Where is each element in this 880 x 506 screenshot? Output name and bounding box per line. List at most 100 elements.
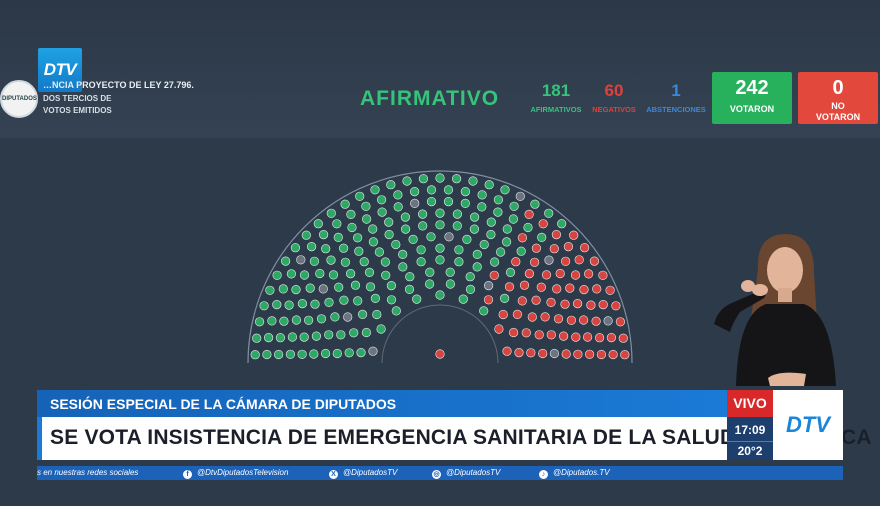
seat	[595, 333, 605, 343]
seat	[502, 346, 512, 356]
seat	[494, 324, 504, 334]
seat	[498, 309, 508, 320]
seat	[355, 191, 365, 201]
seat	[516, 246, 526, 256]
seat	[615, 317, 626, 327]
seat	[454, 257, 464, 267]
seat	[287, 332, 298, 342]
time-temp-box: 17:09 20°2	[727, 417, 773, 460]
seat	[586, 300, 596, 310]
ticker-item-tiktok: ♪ @Diputados.TV	[539, 468, 610, 479]
dtv-logo: DTV	[38, 48, 82, 92]
stat-abstenciones: 1 ABSTENCIONES	[644, 82, 708, 115]
seat	[585, 349, 595, 359]
seat	[265, 285, 275, 295]
seat	[606, 333, 617, 343]
seat	[465, 272, 475, 282]
seat	[502, 224, 512, 234]
seat	[370, 185, 380, 195]
seat	[445, 267, 455, 277]
ticker-handle: @DiputadosTV	[446, 468, 501, 477]
seat	[524, 268, 535, 279]
seat	[320, 348, 331, 359]
seat	[519, 280, 530, 290]
seat	[549, 348, 560, 359]
seat	[557, 219, 567, 229]
seat	[286, 269, 297, 279]
majority-line-2: VOTOS EMITIDOS	[43, 106, 112, 115]
seat	[401, 224, 411, 234]
seat	[297, 349, 307, 359]
seat	[386, 281, 396, 291]
seat	[368, 237, 378, 247]
seat	[404, 284, 415, 294]
seat	[521, 328, 531, 338]
seat	[250, 350, 260, 360]
seat	[486, 217, 496, 227]
seat	[326, 208, 336, 218]
seat	[347, 222, 357, 233]
seat	[376, 324, 386, 334]
seat	[416, 257, 426, 267]
votaron-label: VOTARON	[729, 104, 775, 114]
seat	[592, 284, 602, 294]
seat	[321, 244, 331, 254]
seat	[318, 229, 329, 240]
clock-time: 17:09	[734, 423, 766, 437]
seat	[368, 346, 378, 356]
seat	[472, 249, 482, 259]
seat	[324, 297, 334, 307]
seat	[460, 186, 470, 197]
votaron-count: 242	[735, 77, 769, 99]
seat	[418, 174, 428, 184]
seat	[311, 331, 321, 341]
seat	[398, 262, 408, 272]
seat	[303, 315, 314, 325]
seat	[579, 285, 589, 295]
seat	[608, 349, 618, 360]
seat	[452, 209, 462, 219]
seat	[569, 230, 579, 240]
seat	[479, 306, 489, 316]
seat	[426, 185, 437, 195]
seat	[291, 285, 301, 295]
vote-result: AFIRMATIVO	[360, 87, 500, 110]
seat	[465, 284, 476, 294]
seat	[272, 270, 282, 280]
seat	[435, 243, 445, 253]
presidency-seat	[435, 349, 445, 359]
seat	[416, 245, 426, 255]
seat	[255, 317, 265, 327]
seat	[559, 331, 569, 341]
seat	[284, 300, 294, 310]
kicker-text: SESIÓN ESPECIAL DE LA CÁMARA DE DIPUTADO…	[50, 396, 397, 412]
seat	[361, 201, 371, 211]
seat	[508, 214, 519, 224]
seat	[527, 312, 537, 322]
seat	[328, 270, 339, 280]
seat	[443, 185, 454, 195]
seat	[531, 243, 542, 253]
seat	[589, 256, 600, 266]
seat	[523, 222, 533, 233]
seat	[332, 348, 342, 359]
seat	[509, 201, 519, 211]
seat	[426, 232, 436, 242]
seat	[611, 301, 621, 311]
seat	[297, 299, 308, 309]
seat	[620, 350, 630, 360]
sign-language-interpreter	[714, 234, 836, 386]
seat	[339, 295, 349, 305]
instagram-icon: ◎	[432, 470, 441, 479]
seat	[472, 262, 482, 272]
seat	[398, 249, 408, 259]
seat	[469, 224, 479, 234]
social-ticker: s en nuestras redes sociales f @DtvDiputa…	[37, 466, 843, 480]
seat	[350, 280, 361, 290]
seat	[305, 283, 315, 293]
seat	[444, 232, 454, 242]
seat	[546, 297, 556, 307]
afirmativos-count: 181	[541, 81, 571, 100]
seat	[345, 268, 356, 279]
seat	[370, 293, 380, 303]
